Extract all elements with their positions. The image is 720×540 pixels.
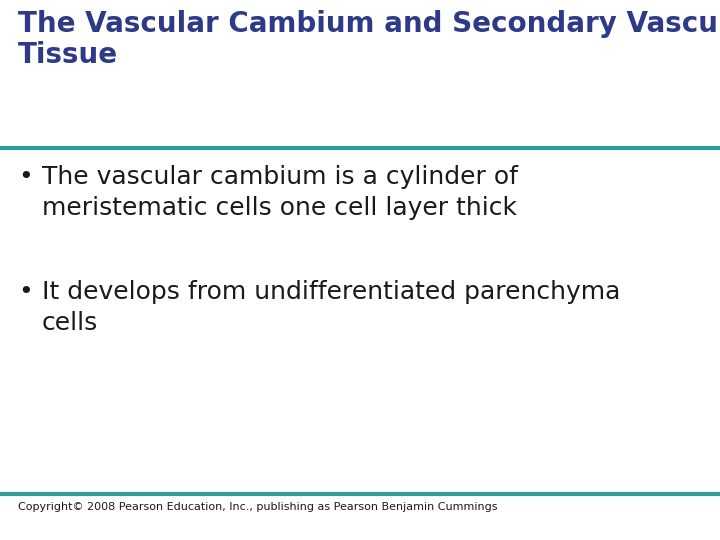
Text: The vascular cambium is a cylinder of
meristematic cells one cell layer thick: The vascular cambium is a cylinder of me… [42,165,518,220]
Text: •: • [18,165,32,189]
Text: The Vascular Cambium and Secondary Vascular
Tissue: The Vascular Cambium and Secondary Vascu… [18,10,720,69]
Text: Copyright© 2008 Pearson Education, Inc., publishing as Pearson Benjamin Cummings: Copyright© 2008 Pearson Education, Inc.,… [18,502,498,512]
Text: It develops from undifferentiated parenchyma
cells: It develops from undifferentiated parenc… [42,280,621,335]
Text: •: • [18,280,32,304]
